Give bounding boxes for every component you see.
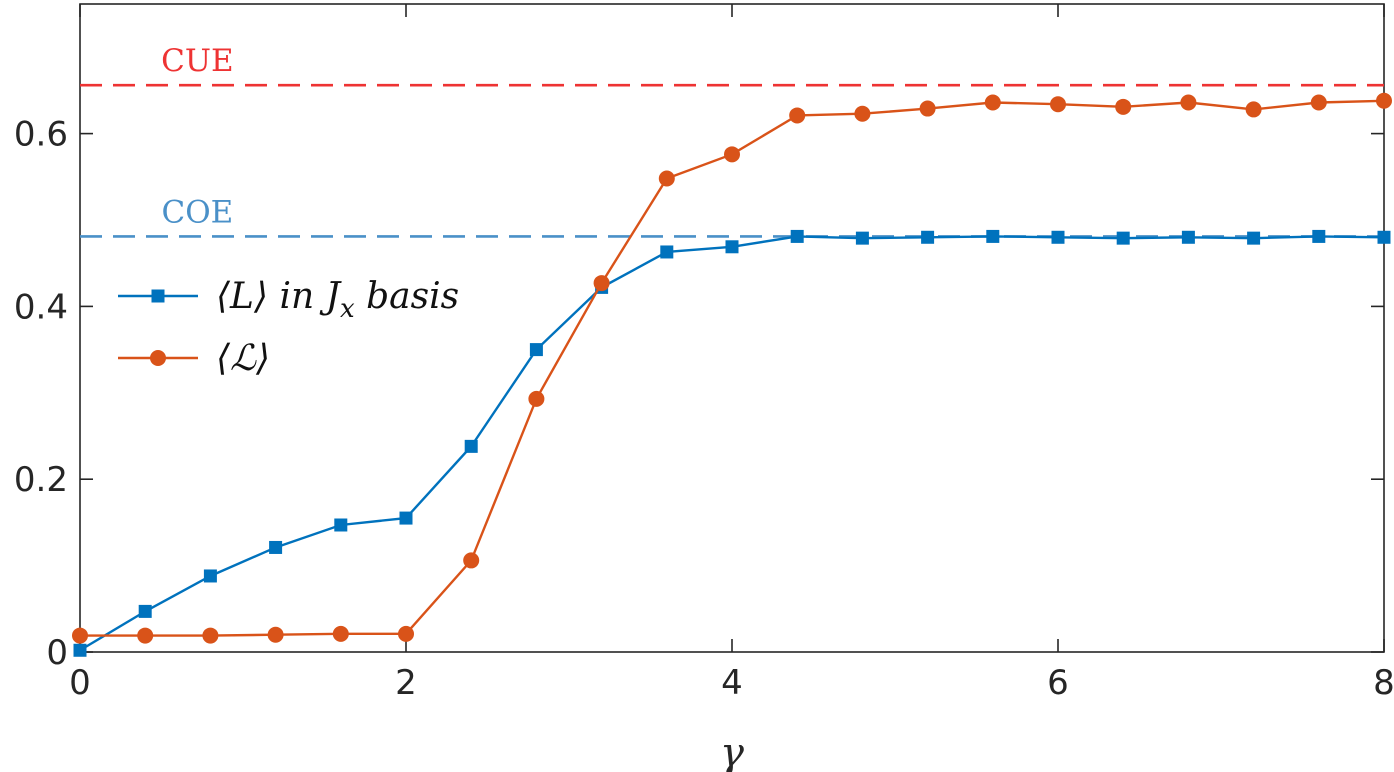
data-point-circle bbox=[593, 275, 610, 292]
data-point-circle bbox=[463, 552, 480, 569]
x-tick-label: 4 bbox=[721, 663, 743, 703]
data-point-square bbox=[269, 540, 283, 554]
data-point-square bbox=[855, 231, 869, 245]
data-point-circle bbox=[854, 105, 871, 122]
data-point-circle bbox=[528, 390, 545, 407]
legend-marker-square bbox=[151, 289, 165, 303]
reference-label-coe: COE bbox=[161, 194, 233, 230]
data-point-circle bbox=[789, 107, 806, 124]
data-point-square bbox=[1051, 230, 1065, 244]
y-tick-label: 0.2 bbox=[14, 460, 68, 500]
legend-marker-circle bbox=[150, 350, 166, 366]
series-line bbox=[80, 99, 1385, 637]
data-point-circle bbox=[202, 627, 219, 644]
data-point-circle bbox=[1376, 92, 1392, 109]
data-point-circle bbox=[332, 625, 349, 642]
data-point-circle bbox=[919, 100, 936, 117]
data-point-square bbox=[1116, 231, 1130, 245]
y-tick-label: 0 bbox=[46, 633, 68, 673]
x-tick-label: 6 bbox=[1047, 663, 1069, 703]
reference-label-cue: CUE bbox=[161, 43, 233, 79]
x-tick-label: 2 bbox=[395, 663, 417, 703]
data-point-circle bbox=[137, 627, 154, 644]
data-point-circle bbox=[1180, 94, 1197, 111]
data-point-circle bbox=[724, 146, 740, 163]
x-tick-label: 0 bbox=[69, 663, 91, 703]
series-1 bbox=[73, 229, 1391, 657]
legend-entry: ⟨L⟩ in Jx basis bbox=[118, 276, 459, 324]
data-point-square bbox=[138, 604, 152, 618]
legend: ⟨L⟩ in Jx basis ⟨ℒ⟩ bbox=[118, 276, 459, 379]
data-point-square bbox=[1181, 230, 1195, 244]
data-point-square bbox=[660, 245, 674, 259]
legend-label-subscript: x bbox=[340, 294, 355, 324]
data-point-square bbox=[1247, 231, 1261, 245]
legend-label-suffix: basis bbox=[355, 276, 459, 317]
data-point-circle bbox=[398, 625, 414, 642]
data-point-circle bbox=[72, 627, 88, 644]
data-point-square bbox=[334, 518, 348, 532]
data-point-square bbox=[529, 343, 543, 357]
legend-label-main: ⟨ℒ⟩ bbox=[216, 338, 270, 379]
data-point-circle bbox=[984, 94, 1001, 111]
data-point-square bbox=[73, 643, 87, 657]
data-point-square bbox=[921, 230, 935, 244]
data-point-square bbox=[1377, 230, 1391, 244]
x-tick-label: 8 bbox=[1373, 663, 1394, 703]
series-2 bbox=[72, 92, 1392, 644]
data-point-square bbox=[790, 229, 804, 243]
data-series bbox=[72, 92, 1392, 657]
data-point-square bbox=[203, 569, 217, 583]
reference-lines: CUE COE bbox=[80, 43, 1384, 238]
axis-ticks: 0 2 4 6 8 0 0.2 0.4 0.6 bbox=[14, 4, 1394, 703]
data-point-square bbox=[1312, 229, 1326, 243]
data-point-circle bbox=[1310, 94, 1327, 111]
data-point-circle bbox=[1050, 96, 1066, 113]
legend-label-main: ⟨L⟩ in J bbox=[216, 276, 343, 317]
y-tick-label: 0.6 bbox=[14, 115, 68, 155]
data-point-square bbox=[399, 511, 413, 525]
y-tick-label: 0.4 bbox=[14, 287, 68, 327]
legend-label: ⟨L⟩ in Jx basis bbox=[216, 276, 459, 324]
x-axis-label: γ bbox=[720, 730, 744, 772]
data-point-circle bbox=[658, 170, 675, 187]
data-point-square bbox=[986, 229, 1000, 243]
data-point-circle bbox=[1115, 98, 1132, 115]
data-point-square bbox=[725, 240, 739, 254]
data-point-square bbox=[464, 439, 478, 453]
data-point-circle bbox=[267, 626, 284, 643]
legend-label: ⟨ℒ⟩ bbox=[216, 338, 270, 379]
legend-entry: ⟨ℒ⟩ bbox=[118, 338, 270, 379]
data-point-circle bbox=[1245, 101, 1262, 118]
